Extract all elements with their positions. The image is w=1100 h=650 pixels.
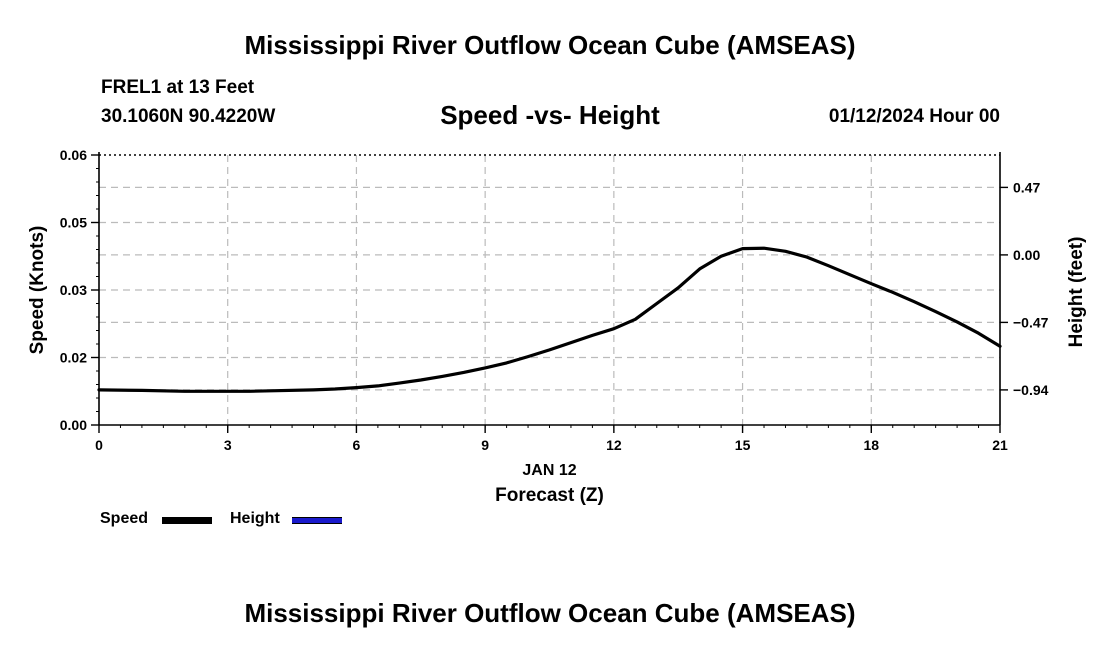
x-tick-label: 3 bbox=[224, 437, 232, 453]
chart-title: Speed -vs- Height bbox=[440, 100, 660, 130]
y-axis-title: Speed (Knots) bbox=[27, 226, 48, 355]
y2-axis-title: Height (feet) bbox=[1066, 237, 1087, 348]
legend-speed-swatch bbox=[162, 517, 212, 524]
main-title: Mississippi River Outflow Ocean Cube (AM… bbox=[244, 30, 856, 60]
axes bbox=[98, 152, 1001, 426]
speed-series-line bbox=[97, 246, 1002, 393]
y-tick-label: 0.03 bbox=[60, 282, 87, 298]
y-tick-label: 0.06 bbox=[60, 147, 87, 163]
y-tick-label: 0.05 bbox=[60, 215, 87, 231]
footer-title: Mississippi River Outflow Ocean Cube (AM… bbox=[244, 598, 856, 628]
x-tick-label: 15 bbox=[735, 437, 751, 453]
x-tick-label: 21 bbox=[992, 437, 1008, 453]
x-tick-label: 9 bbox=[481, 437, 489, 453]
date-label: 01/12/2024 Hour 00 bbox=[828, 106, 1000, 127]
legend-height-swatch bbox=[292, 517, 342, 524]
x-tick-label: 6 bbox=[353, 437, 361, 453]
legend-height-label: Height bbox=[230, 510, 280, 527]
x-axis-title: Forecast (Z) bbox=[495, 485, 604, 506]
y2-tick-label: 0.47 bbox=[1013, 179, 1040, 195]
x-tick-label: 18 bbox=[863, 437, 879, 453]
y2-tick-label: 0.00 bbox=[1013, 247, 1040, 263]
x-date-label: JAN 12 bbox=[522, 462, 576, 479]
x-tick-label: 0 bbox=[95, 437, 103, 453]
x-tick-label: 12 bbox=[606, 437, 622, 453]
coordinates-label: 30.1060N 90.4220W bbox=[101, 106, 276, 127]
axis-labels: 0 3 6 9 12 15 18 21 0.00 0.02 0.03 0.05 0.06 −0.94 −0.… bbox=[27, 147, 1087, 506]
y2-tick-label: −0.94 bbox=[1013, 382, 1049, 398]
series-layer bbox=[97, 246, 1002, 393]
grid-lines bbox=[99, 155, 1000, 425]
legend-speed-label: Speed bbox=[100, 510, 149, 527]
y-tick-label: 0.00 bbox=[60, 417, 87, 433]
y2-tick-label: −0.47 bbox=[1013, 314, 1049, 330]
station-label: FREL1 at 13 Feet bbox=[101, 77, 255, 98]
y-tick-label: 0.02 bbox=[60, 350, 87, 366]
